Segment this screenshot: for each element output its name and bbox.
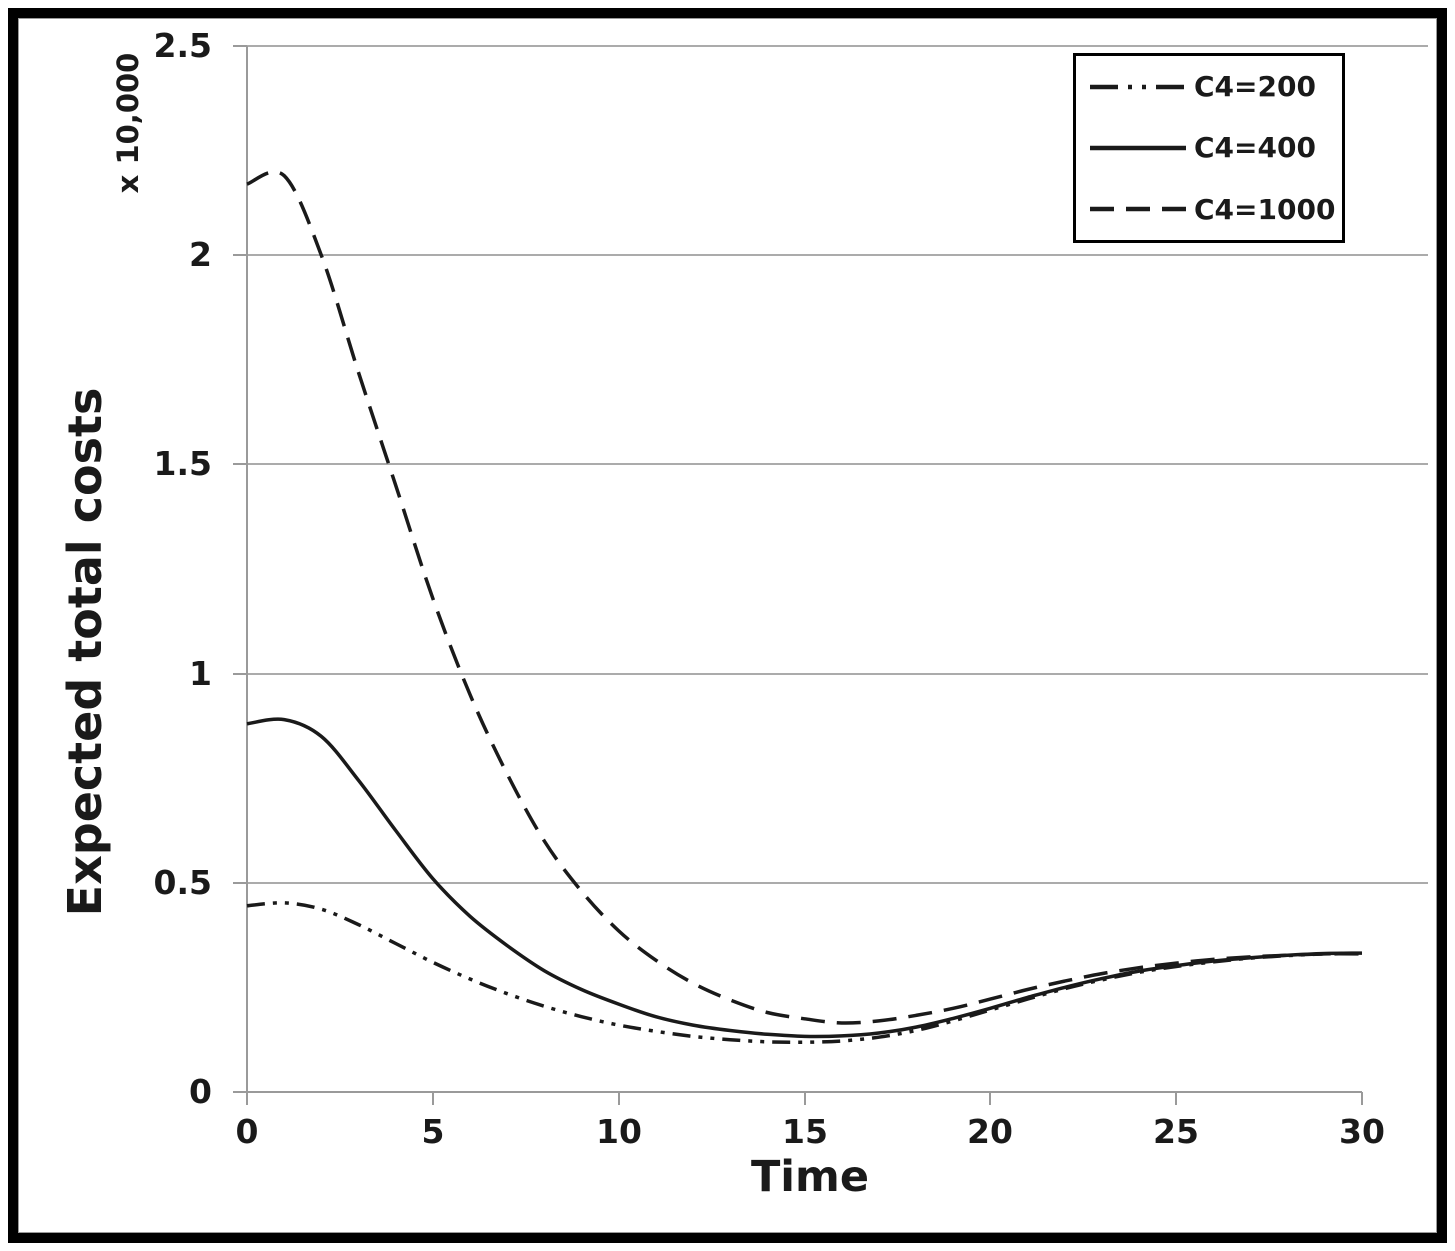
x-axis-tick: [618, 1092, 620, 1105]
series-line-c4-400: [246, 717, 1363, 1039]
y-axis-title: Expected total costs: [58, 387, 112, 917]
y-tick-label: 1.5: [153, 444, 212, 483]
legend-line-sample: [1090, 145, 1186, 151]
legend-item: C4=400: [1090, 131, 1342, 164]
y-tick-label: 2: [189, 235, 212, 274]
series-line-c4-1000: [246, 170, 1363, 1025]
y-axis-tick: [233, 45, 247, 47]
gridline: [247, 673, 1428, 675]
x-tick-label: 25: [1153, 1112, 1199, 1151]
y-axis-tick: [233, 882, 247, 884]
x-tick-label: 30: [1339, 1112, 1385, 1151]
x-tick-label: 10: [596, 1112, 642, 1151]
x-tick-label: 0: [235, 1112, 259, 1151]
y-axis-tick: [233, 673, 247, 675]
legend-line-sample: [1090, 84, 1186, 89]
legend-label: C4=400: [1194, 131, 1316, 165]
y-axis-tick: [233, 463, 247, 465]
gridline: [247, 254, 1428, 256]
y-axis-unit-label: x 10,000: [111, 52, 145, 194]
x-axis-tick: [1175, 1092, 1177, 1105]
legend-label: C4=1000: [1194, 192, 1336, 226]
x-tick-label: 5: [421, 1112, 445, 1151]
gridline: [247, 882, 1428, 884]
legend-line-sample: [1090, 207, 1186, 212]
y-axis-tick: [233, 254, 247, 256]
chart-curves: [246, 170, 1363, 1044]
x-axis-tick: [804, 1092, 806, 1105]
legend: C4=200 C4=400 C4=1000: [1073, 53, 1345, 243]
legend-label: C4=200: [1194, 70, 1316, 104]
x-axis-line: [233, 1091, 1362, 1093]
x-axis-tick: [1361, 1092, 1363, 1105]
y-tick-label: 0.5: [153, 863, 212, 902]
x-axis-title: Time: [750, 1152, 870, 1202]
legend-item: C4=200: [1090, 70, 1342, 103]
legend-item: C4=1000: [1090, 193, 1342, 226]
series-line-c4-200: [246, 901, 1363, 1044]
y-tick-label: 0: [189, 1072, 212, 1111]
gridline: [247, 45, 1428, 47]
x-axis-tick: [246, 1092, 248, 1105]
gridline: [247, 463, 1428, 465]
y-tick-label: 1: [189, 654, 212, 693]
x-axis-tick: [989, 1092, 991, 1105]
x-axis-tick: [432, 1092, 434, 1105]
y-tick-label: 2.5: [153, 26, 212, 65]
y-axis-line: [246, 46, 248, 1105]
x-tick-label: 15: [782, 1112, 828, 1151]
x-tick-label: 20: [967, 1112, 1013, 1151]
